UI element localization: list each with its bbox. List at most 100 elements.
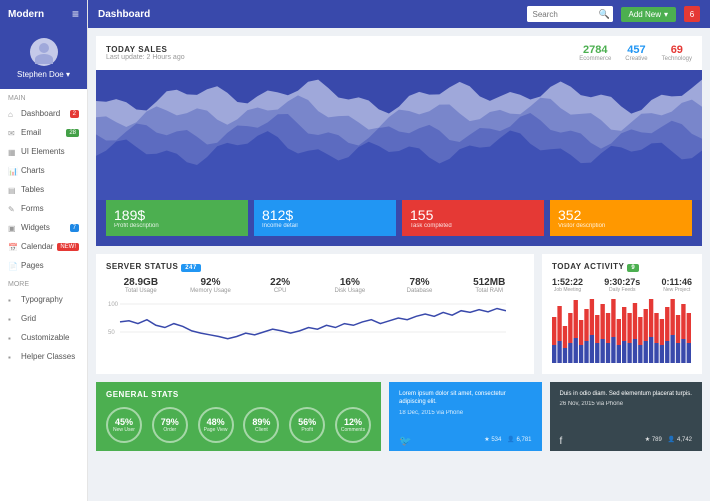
server-stat-label: Total RAM bbox=[454, 288, 524, 294]
circle-label: Profit bbox=[301, 427, 313, 433]
circle-value: 89% bbox=[252, 417, 270, 427]
social-text: Lorem ipsum dolor sit amet, consectetur … bbox=[399, 390, 532, 407]
circle-label: New User bbox=[113, 427, 135, 433]
search-input[interactable] bbox=[527, 6, 597, 22]
social-date: 26 Nov, 2015 via Phone bbox=[560, 401, 693, 407]
charts-icon: 📊 bbox=[8, 167, 16, 175]
stat-value: 457 bbox=[625, 44, 647, 56]
avatar[interactable] bbox=[30, 38, 58, 66]
server-stat-value: 22% bbox=[245, 277, 315, 288]
kpi-value: 812$ bbox=[262, 207, 388, 223]
server-status-title: SERVER STATUS247 bbox=[106, 262, 524, 271]
kpi-row: 189$Profit description812$Income detail1… bbox=[96, 200, 702, 246]
main: Dashboard 🔍 Add New ▾ 6 TODAY SALES Last… bbox=[88, 0, 710, 501]
stat-circle: 89%Client bbox=[243, 407, 279, 443]
server-stat-value: 512MB bbox=[454, 277, 524, 288]
nav-label: Email bbox=[21, 128, 41, 137]
area-chart bbox=[96, 70, 702, 200]
circle-value: 45% bbox=[115, 417, 133, 427]
nav-section-more: MORE bbox=[0, 275, 87, 290]
kpi-card[interactable]: 189$Profit description bbox=[106, 200, 248, 236]
server-stat-label: Database bbox=[385, 288, 455, 294]
profile-name[interactable]: Stephen Doe ▾ bbox=[0, 70, 87, 79]
kpi-value: 189$ bbox=[114, 207, 240, 223]
sidebar-item-dashboard[interactable]: ⌂Dashboard2 bbox=[0, 104, 87, 123]
activity-panel: TODAY ACTIVITY9 1:52:22Job Meeting9:30:2… bbox=[542, 254, 702, 374]
email-icon: ✉ bbox=[8, 129, 16, 137]
nav-badge: 2 bbox=[70, 110, 79, 118]
stat-label: Ecommerce bbox=[579, 56, 611, 62]
nav-label: Tables bbox=[21, 185, 44, 194]
server-status-panel: SERVER STATUS247 28.9GBTotal Usage92%Mem… bbox=[96, 254, 534, 374]
sidebar-item-typography[interactable]: ▪Typography bbox=[0, 290, 87, 309]
widgets-icon: ▣ bbox=[8, 224, 16, 232]
search-box: 🔍 bbox=[527, 6, 613, 22]
kpi-card[interactable]: 155Task completed bbox=[402, 200, 544, 236]
kpi-value: 352 bbox=[558, 207, 684, 223]
circle-label: Comments bbox=[341, 427, 365, 433]
server-stat-value: 78% bbox=[385, 277, 455, 288]
general-stats-title: GENERAL STATS bbox=[106, 390, 371, 399]
sidebar-item-pages[interactable]: 📄Pages bbox=[0, 256, 87, 275]
nav-label: UI Elements bbox=[21, 147, 65, 156]
activity-stat-value: 9:30:27s bbox=[604, 277, 640, 287]
sidebar-item-widgets[interactable]: ▣ Widgets 7 bbox=[0, 218, 87, 237]
nav-label: Helper Classes bbox=[21, 352, 75, 361]
stat-circle: 48%Page View bbox=[198, 407, 234, 443]
nav-label: Grid bbox=[21, 314, 36, 323]
nav-badge: NEW! bbox=[57, 243, 79, 251]
social-card[interactable]: Duis in odio diam. Sed elementum placera… bbox=[550, 382, 703, 451]
kpi-label: Income detail bbox=[262, 223, 388, 229]
nav-label: Calendar bbox=[21, 242, 53, 251]
forms-icon: ✎ bbox=[8, 205, 16, 213]
server-stat-value: 16% bbox=[315, 277, 385, 288]
server-stat-label: Memory Usage bbox=[176, 288, 246, 294]
sidebar-item-forms[interactable]: ✎Forms bbox=[0, 199, 87, 218]
social-icon: 🐦 bbox=[399, 436, 411, 447]
circle-label: Order bbox=[163, 427, 176, 433]
activity-title: TODAY ACTIVITY9 bbox=[552, 262, 692, 271]
svg-text:100: 100 bbox=[108, 302, 119, 308]
sidebar-item-tables[interactable]: ▤ Tables bbox=[0, 180, 87, 199]
nav-badge: 7 bbox=[70, 224, 79, 232]
general-stats-panel: GENERAL STATS 45%New User79%Order48%Page… bbox=[96, 382, 381, 451]
kpi-card[interactable]: 812$Income detail bbox=[254, 200, 396, 236]
svg-text:50: 50 bbox=[108, 330, 115, 336]
stat-label: Creative bbox=[625, 56, 647, 62]
kpi-card[interactable]: 352Visitor description bbox=[550, 200, 692, 236]
nav-label: Pages bbox=[21, 261, 44, 270]
nav-label: Charts bbox=[21, 166, 45, 175]
nav-label: Typography bbox=[21, 295, 63, 304]
sales-title: TODAY SALES bbox=[106, 45, 185, 54]
sidebar-item-grid[interactable]: ▪Grid bbox=[0, 309, 87, 328]
sales-update: Last update: 2 Hours ago bbox=[106, 54, 185, 61]
content: TODAY SALES Last update: 2 Hours ago 278… bbox=[88, 28, 710, 501]
search-button[interactable]: 🔍 bbox=[597, 6, 613, 22]
activity-stat-value: 1:52:22 bbox=[552, 277, 583, 287]
stat-label: Technology bbox=[662, 56, 692, 62]
nav-label: Widgets bbox=[21, 223, 50, 232]
sidebar-item-helper-classes[interactable]: ▪Helper Classes bbox=[0, 347, 87, 366]
sidebar-item-customizable[interactable]: ▪Customizable bbox=[0, 328, 87, 347]
server-line-chart: 100 50 bbox=[106, 300, 506, 364]
kpi-label: Profit description bbox=[114, 223, 240, 229]
sidebar-item-ui-elements[interactable]: ▦UI Elements bbox=[0, 142, 87, 161]
sidebar-item-email[interactable]: ✉Email28 bbox=[0, 123, 87, 142]
circle-label: Page View bbox=[204, 427, 228, 433]
notification-button[interactable]: 6 bbox=[684, 6, 700, 22]
kpi-label: Visitor description bbox=[558, 223, 684, 229]
stat-circle: 45%New User bbox=[106, 407, 142, 443]
activity-bar-chart bbox=[552, 299, 692, 363]
kpi-value: 155 bbox=[410, 207, 536, 223]
tables-icon: ▤ bbox=[8, 186, 16, 194]
menu-toggle-icon[interactable]: ≡ bbox=[72, 7, 79, 21]
nav-section-main: MAIN bbox=[0, 89, 87, 104]
sidebar-item-charts[interactable]: 📊 Charts bbox=[0, 161, 87, 180]
stat-value: 2784 bbox=[579, 44, 611, 56]
add-new-button[interactable]: Add New ▾ bbox=[621, 7, 676, 22]
brand-name: Modern bbox=[8, 9, 44, 20]
sidebar-item-calendar[interactable]: 📅CalendarNEW! bbox=[0, 237, 87, 256]
server-stat-label: Total Usage bbox=[106, 288, 176, 294]
stat-value: 69 bbox=[662, 44, 692, 56]
social-card[interactable]: Lorem ipsum dolor sit amet, consectetur … bbox=[389, 382, 542, 451]
